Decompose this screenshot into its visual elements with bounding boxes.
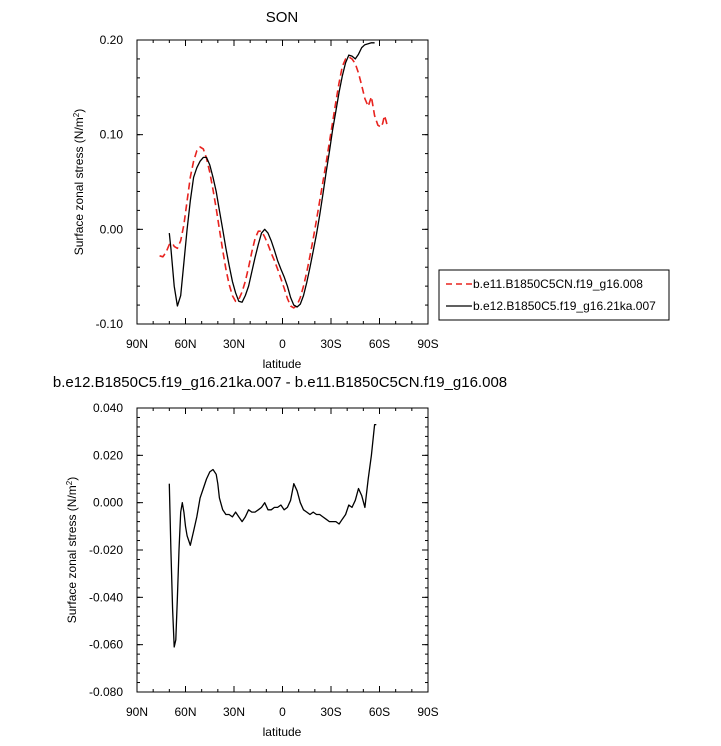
top-chart-xlabel: latitude	[263, 357, 302, 371]
bottom-chart-ylabel-close: )	[65, 477, 79, 481]
bottom-chart-series	[168, 423, 377, 648]
bottom-chart-ytick-label: -0.060	[89, 638, 123, 652]
legend-box	[438, 269, 670, 321]
bottom-chart-xtick-label: 60N	[174, 705, 196, 719]
bottom-chart: b.e12.B1850C5.f19_g16.21ka.007 - b.e11.B…	[53, 374, 507, 739]
bottom-chart-ytick-label: -0.080	[89, 685, 123, 699]
top-chart-ytick-label: 0.20	[100, 33, 124, 47]
legend-label-1: b.e12.B1850C5.f19_g16.21ka.007	[473, 299, 656, 313]
top-chart-xtick-label: 30N	[223, 337, 245, 351]
bottom-chart-xtick-label: 90S	[417, 705, 438, 719]
top-chart-xtick-label: 60S	[369, 337, 390, 351]
top-chart-xtick-label: 60N	[174, 337, 196, 351]
top-chart-series-line-0	[159, 56, 389, 309]
top-chart-ylabel: Surface zonal stress (N/m2)	[72, 109, 87, 256]
bottom-chart-ylabel: Surface zonal stress (N/m2)	[65, 477, 80, 624]
top-chart-ytick-label: 0.00	[100, 222, 124, 236]
top-chart-ytick-label: 0.10	[100, 128, 124, 142]
top-chart-series	[159, 42, 389, 309]
top-chart-frame	[136, 39, 429, 325]
bottom-chart-xtick-label: 60S	[369, 705, 390, 719]
legend-label-0: b.e11.B1850C5CN.f19_g16.008	[473, 277, 643, 291]
bottom-chart-ylabel-main: Surface zonal stress (N/m	[65, 485, 79, 623]
bottom-chart-ytick-label: 0.040	[93, 401, 123, 415]
bottom-chart-ylabel-sup: 2	[65, 480, 74, 485]
bottom-chart-xlabel: latitude	[263, 725, 302, 739]
top-chart-xtick-label: 90S	[417, 337, 438, 351]
bottom-chart-xtick-label: 0	[279, 705, 286, 719]
bottom-chart-ticks: 90N 60N 30N 0 30S 60S 90S -0.080 -0.060 -0.040 -0.…	[89, 401, 439, 719]
bottom-chart-ytick-label: 0.020	[93, 448, 123, 462]
bottom-chart-title: b.e12.B1850C5.f19_g16.21ka.007 - b.e11.B…	[53, 374, 507, 391]
top-chart-series-line-1	[168, 42, 375, 308]
top-chart-xtick-label: 90N	[126, 337, 148, 351]
top-chart-ytick-label: -0.10	[96, 317, 124, 331]
legend: b.e11.B1850C5CN.f19_g16.008 b.e12.B1850C…	[438, 269, 670, 321]
bottom-chart-frame	[136, 407, 429, 693]
bottom-chart-series-line-0	[168, 423, 377, 648]
bottom-chart-ytick-label: -0.040	[89, 590, 123, 604]
top-chart-ticks: 90N 60N 30N 0 30S 60S 90S -0.10 0.00 0.10 0.20	[96, 33, 439, 351]
bottom-chart-ytick-label: 0.000	[93, 496, 123, 510]
top-chart-title: SON	[266, 9, 299, 26]
top-chart: SON 90N 60N 30N 0 30S 60S 90S -0.10 0.00 0.10 0.20…	[72, 9, 670, 371]
bottom-chart-ytick-label: -0.020	[89, 543, 123, 557]
top-chart-ylabel-close: )	[72, 109, 86, 113]
top-chart-xtick-label: 0	[279, 337, 286, 351]
bottom-chart-xtick-label: 30N	[223, 705, 245, 719]
bottom-chart-xtick-label: 90N	[126, 705, 148, 719]
bottom-chart-xtick-label: 30S	[320, 705, 341, 719]
top-chart-ylabel-sup: 2	[72, 112, 81, 117]
top-chart-xtick-label: 30S	[320, 337, 341, 351]
top-chart-ylabel-main: Surface zonal stress (N/m	[72, 117, 86, 255]
